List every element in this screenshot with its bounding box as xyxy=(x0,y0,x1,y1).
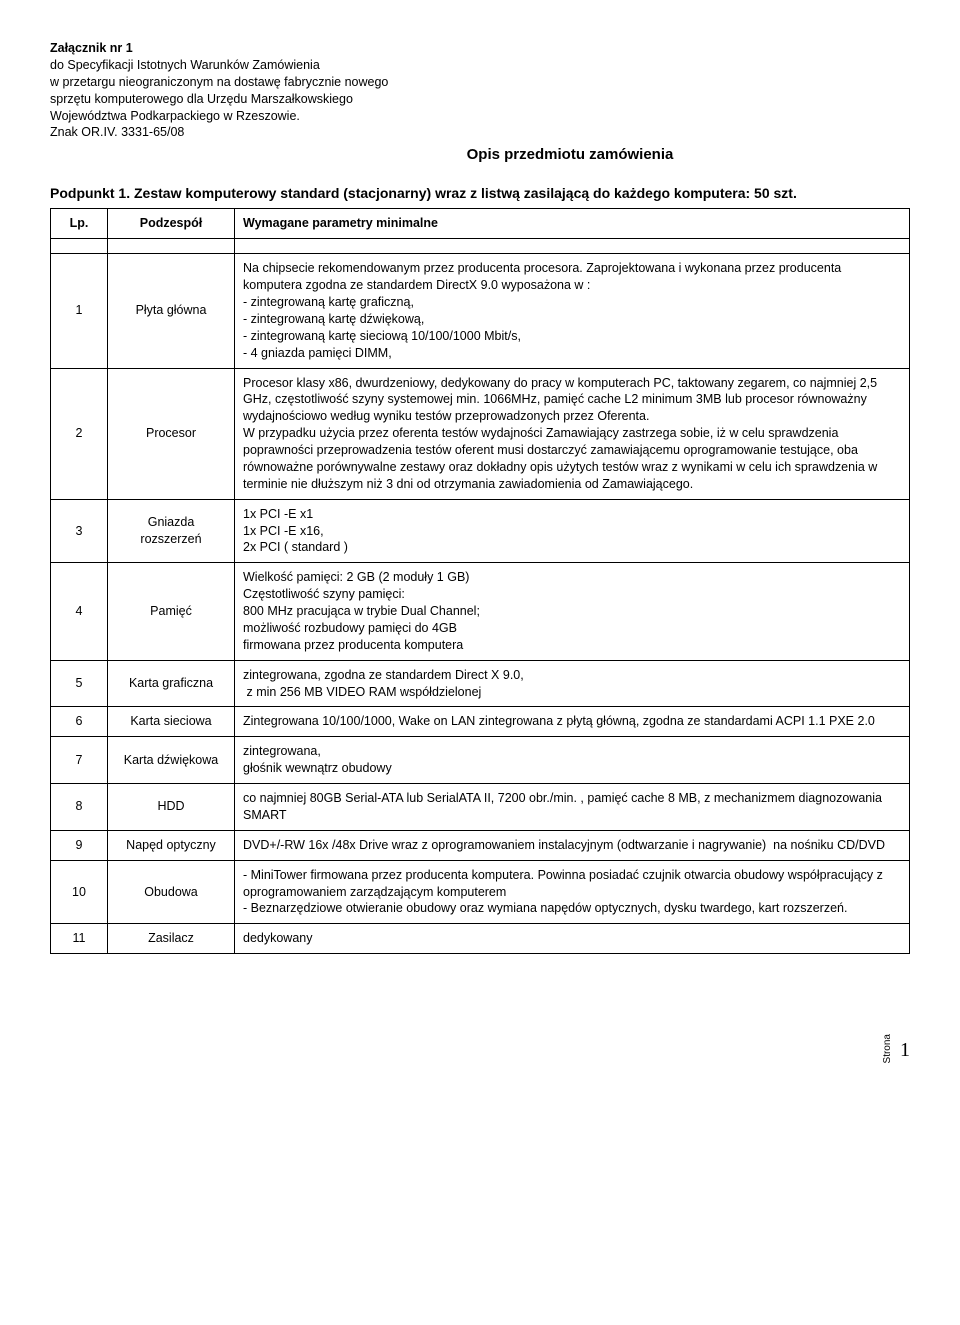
cell-component: Obudowa xyxy=(108,860,235,924)
table-row: 1Płyta głównaNa chipsecie rekomendowanym… xyxy=(51,254,910,368)
page-num-value: 1 xyxy=(900,1037,910,1064)
table-row: 10Obudowa- MiniTower firmowana przez pro… xyxy=(51,860,910,924)
cell-spec: zintegrowana, zgodna ze standardem Direc… xyxy=(235,660,910,707)
spec-table: Lp. Podzespół Wymagane parametry minimal… xyxy=(50,208,910,954)
page-number: Strona 1 xyxy=(50,1034,910,1063)
table-row: 3Gniazda rozszerzeń1x PCI -E x1 1x PCI -… xyxy=(51,499,910,563)
header-line-5: Województwa Podkarpackiego w Rzeszowie. xyxy=(50,108,910,125)
cell-component: Karta graficzna xyxy=(108,660,235,707)
table-row: 8HDDco najmniej 80GB Serial-ATA lub Seri… xyxy=(51,784,910,831)
cell-lp: 7 xyxy=(51,737,108,784)
col-header-component: Podzespół xyxy=(108,209,235,239)
cell-component: Karta sieciowa xyxy=(108,707,235,737)
cell-spec: DVD+/-RW 16x /48x Drive wraz z oprogramo… xyxy=(235,830,910,860)
cell-spec: Zintegrowana 10/100/1000, Wake on LAN zi… xyxy=(235,707,910,737)
cell-spec: 1x PCI -E x1 1x PCI -E x16, 2x PCI ( sta… xyxy=(235,499,910,563)
document-title: Opis przedmiotu zamówienia xyxy=(50,145,910,165)
table-spacer-row xyxy=(51,239,910,254)
cell-lp: 5 xyxy=(51,660,108,707)
header-line-1: Załącznik nr 1 xyxy=(50,40,910,57)
cell-component: Płyta główna xyxy=(108,254,235,368)
table-row: 9Napęd optycznyDVD+/-RW 16x /48x Drive w… xyxy=(51,830,910,860)
cell-component: Zasilacz xyxy=(108,924,235,954)
header-line-2: do Specyfikacji Istotnych Warunków Zamów… xyxy=(50,57,910,74)
cell-spec: dedykowany xyxy=(235,924,910,954)
table-row: 4PamięćWielkość pamięci: 2 GB (2 moduły … xyxy=(51,563,910,660)
cell-lp: 10 xyxy=(51,860,108,924)
cell-spec: Wielkość pamięci: 2 GB (2 moduły 1 GB) C… xyxy=(235,563,910,660)
cell-lp: 1 xyxy=(51,254,108,368)
table-row: 2ProcesorProcesor klasy x86, dwurdzeniow… xyxy=(51,368,910,499)
subpoint-heading: Podpunkt 1. Zestaw komputerowy standard … xyxy=(50,184,910,203)
cell-spec: Na chipsecie rekomendowanym przez produc… xyxy=(235,254,910,368)
cell-component: Gniazda rozszerzeń xyxy=(108,499,235,563)
cell-lp: 8 xyxy=(51,784,108,831)
document-header: Załącznik nr 1 do Specyfikacji Istotnych… xyxy=(50,40,910,141)
cell-lp: 11 xyxy=(51,924,108,954)
cell-component: Pamięć xyxy=(108,563,235,660)
cell-component: Napęd optyczny xyxy=(108,830,235,860)
col-header-spec: Wymagane parametry minimalne xyxy=(235,209,910,239)
header-line-4: sprzętu komputerowego dla Urzędu Marszał… xyxy=(50,91,910,108)
cell-lp: 9 xyxy=(51,830,108,860)
header-line-6: Znak OR.IV. 3331-65/08 xyxy=(50,124,910,141)
cell-lp: 2 xyxy=(51,368,108,499)
cell-lp: 4 xyxy=(51,563,108,660)
page-label: Strona xyxy=(881,1034,895,1063)
cell-lp: 6 xyxy=(51,707,108,737)
header-line-3: w przetargu nieograniczonym na dostawę f… xyxy=(50,74,910,91)
cell-component: Karta dźwiękowa xyxy=(108,737,235,784)
cell-spec: zintegrowana, głośnik wewnątrz obudowy xyxy=(235,737,910,784)
cell-component: HDD xyxy=(108,784,235,831)
cell-component: Procesor xyxy=(108,368,235,499)
col-header-lp: Lp. xyxy=(51,209,108,239)
cell-spec: Procesor klasy x86, dwurdzeniowy, dedyko… xyxy=(235,368,910,499)
table-row: 7Karta dźwiękowazintegrowana, głośnik we… xyxy=(51,737,910,784)
cell-lp: 3 xyxy=(51,499,108,563)
cell-spec: co najmniej 80GB Serial-ATA lub SerialAT… xyxy=(235,784,910,831)
table-header-row: Lp. Podzespół Wymagane parametry minimal… xyxy=(51,209,910,239)
table-row: 6Karta sieciowaZintegrowana 10/100/1000,… xyxy=(51,707,910,737)
table-row: 5Karta graficznazintegrowana, zgodna ze … xyxy=(51,660,910,707)
table-row: 11Zasilaczdedykowany xyxy=(51,924,910,954)
cell-spec: - MiniTower firmowana przez producenta k… xyxy=(235,860,910,924)
